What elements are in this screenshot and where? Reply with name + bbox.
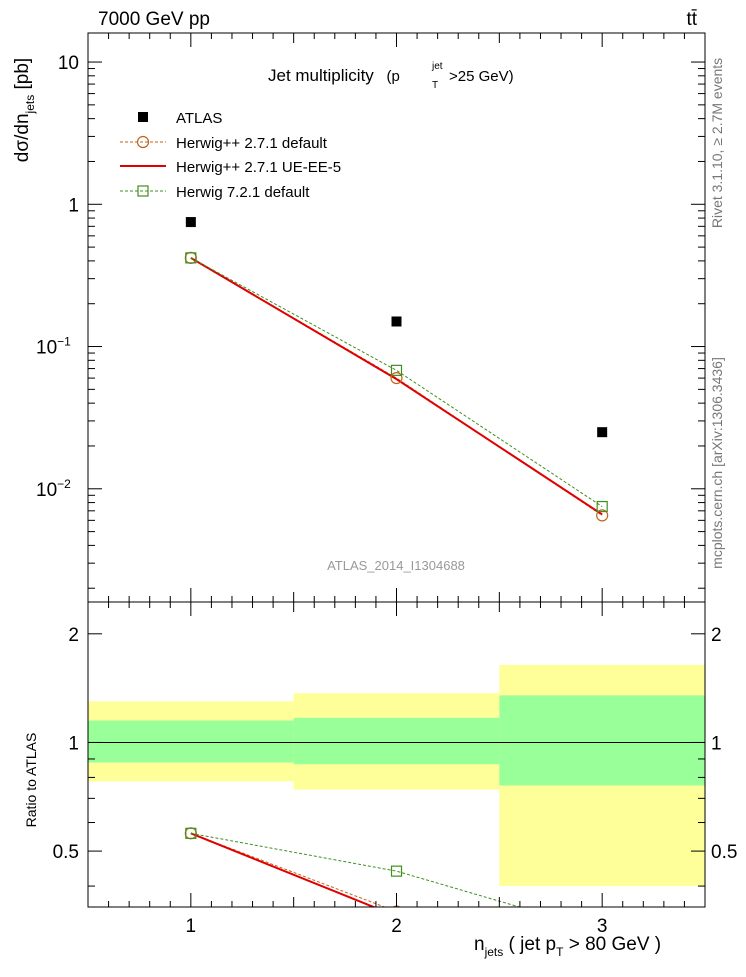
legend-label-atlas: ATLAS <box>176 110 222 127</box>
ratio-point-herwig7 <box>390 865 403 877</box>
analysis-id: ATLAS_2014_I1304688 <box>327 558 465 573</box>
energy-label: 7000 GeV pp <box>98 9 210 30</box>
svg-text:njets ( jet pT > 80 GeV ): njets ( jet pT > 80 GeV ) <box>474 934 661 959</box>
y-tick-label-ratio: 2 <box>68 625 79 646</box>
legend-label-herwig7: Herwig 7.2.1 default <box>176 184 310 201</box>
data-point-herwig7 <box>185 252 197 264</box>
x-axis-label: njets ( jet pT > 80 GeV ) <box>474 934 661 959</box>
data-point-herwig7 <box>596 500 608 513</box>
xlabel-sub: jets <box>484 945 504 959</box>
title-text: Jet multiplicity <box>268 66 374 85</box>
ratio-plot-area <box>88 664 705 907</box>
xlabel-post: > 80 GeV ) <box>563 934 661 955</box>
data-point-atlas <box>597 427 608 438</box>
legend-marker-atlas <box>138 112 148 122</box>
title-cut-sup: jet <box>431 61 443 72</box>
ratio-ylabel: Ratio to ATLAS <box>23 733 39 828</box>
ratio-axis-ticks: 1 2 3 2 2 1 1 0.5 0.5 <box>53 602 737 937</box>
legend-marker-herwig-default <box>136 135 150 149</box>
y-tick-label-main: 10−2 <box>36 477 71 501</box>
x-tick-label: 3 <box>597 916 608 937</box>
ylabel-main-sub: jets <box>23 95 37 115</box>
svg-text:Jet multiplicity (p: Jet multiplicity (p <box>268 66 400 85</box>
ylabel-main-unit: [pb] <box>12 58 33 95</box>
y-tick-label-main: 10 <box>58 53 79 74</box>
xlabel-mid: ( jet p <box>503 934 556 955</box>
plot-title: Jet multiplicity (p jet T >25 GeV) <box>268 61 514 91</box>
legend-label-herwig-default: Herwig++ 2.7.1 default <box>176 135 328 152</box>
y-tick-label-ratio-right: 1 <box>711 733 722 754</box>
title-cut: (p <box>387 68 400 85</box>
y-tick-label-main: 10−1 <box>36 335 71 359</box>
main-axis-ticks: 10 1 10−1 10−2 <box>36 33 705 602</box>
xlabel-pre: n <box>474 934 485 955</box>
xlabel-sub2: T <box>556 945 564 959</box>
data-point-atlas <box>391 316 402 327</box>
ratio-point-herwig7 <box>185 827 197 839</box>
legend: ATLAS Herwig++ 2.7.1 default Herwig++ 2.… <box>120 110 341 201</box>
x-tick-label: 2 <box>391 916 402 937</box>
y-tick-label-main: 1 <box>68 195 79 216</box>
y-tick-label-ratio: 1 <box>68 733 79 754</box>
data-point-herwig7 <box>390 364 403 376</box>
main-ylabel: dσ/dnjets [pb] <box>12 58 37 162</box>
rivet-label: Rivet 3.1.10, ≥ 2.7M events <box>709 58 725 228</box>
legend-label-herwig-ueee5: Herwig++ 2.7.1 UE-EE-5 <box>176 159 341 176</box>
series-line-herwig-2-7-1-ue-ee-5 <box>190 257 603 516</box>
uncertainty-band-stat <box>88 720 294 763</box>
x-tick-label: 1 <box>186 916 197 937</box>
uncertainty-band-stat <box>499 695 705 786</box>
y-tick-label-ratio: 0.5 <box>53 842 79 863</box>
process-label: tt̄ <box>686 9 697 30</box>
mcplots-label: mcplots.cern.ch [arXiv:1306.3436] <box>709 357 725 569</box>
data-point-herwig-default <box>390 371 403 385</box>
series-line-herwig-2-7-1-default <box>190 257 603 516</box>
uncertainty-band-stat <box>293 717 500 765</box>
svg-text:dσ/dnjets [pb]: dσ/dnjets [pb] <box>12 58 37 162</box>
title-cut-sub: T <box>432 80 438 91</box>
y-tick-label-ratio-right: 2 <box>711 625 722 646</box>
data-point-herwig-default <box>596 509 609 522</box>
ylabel-main-text: dσ/dn <box>12 113 33 162</box>
data-point-atlas <box>185 217 196 228</box>
ratio-line-herwig-2-7-1-ue-ee-5 <box>190 832 377 907</box>
main-plot-area <box>184 217 609 522</box>
y-tick-label-ratio-right: 0.5 <box>711 842 737 863</box>
title-cut-rest: >25 GeV) <box>449 68 514 85</box>
legend-marker-herwig7 <box>137 185 149 197</box>
